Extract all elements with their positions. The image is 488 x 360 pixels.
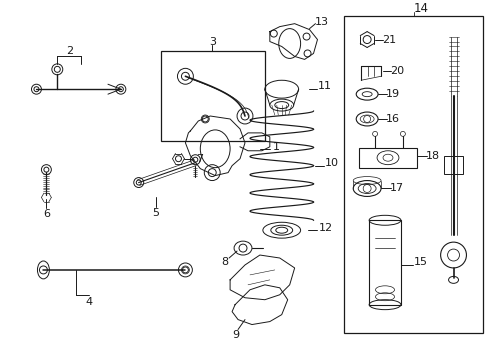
Text: 21: 21: [381, 35, 395, 45]
Bar: [368, 220, 400, 305]
Text: 1: 1: [273, 142, 280, 152]
Text: 17: 17: [389, 184, 403, 193]
Text: 15: 15: [413, 257, 427, 267]
Text: 19: 19: [385, 89, 399, 99]
Text: 10: 10: [324, 158, 338, 168]
Text: 8: 8: [221, 257, 228, 267]
Text: 7: 7: [195, 154, 203, 164]
Text: 6: 6: [43, 209, 50, 219]
Text: 20: 20: [389, 66, 403, 76]
Text: 4: 4: [85, 297, 92, 307]
Text: 12: 12: [318, 223, 332, 233]
Bar: [359, 148, 416, 168]
Text: 14: 14: [412, 2, 427, 15]
Bar: [344, 16, 482, 333]
Text: 3: 3: [208, 36, 215, 46]
Text: 5: 5: [152, 208, 159, 218]
Bar: [160, 51, 264, 141]
Text: 11: 11: [317, 81, 331, 91]
Text: 16: 16: [385, 114, 399, 124]
Text: 9: 9: [232, 330, 239, 341]
Text: 2: 2: [65, 46, 73, 57]
Text: 13: 13: [314, 17, 328, 27]
Bar: [443, 156, 463, 174]
Text: 18: 18: [425, 151, 439, 161]
